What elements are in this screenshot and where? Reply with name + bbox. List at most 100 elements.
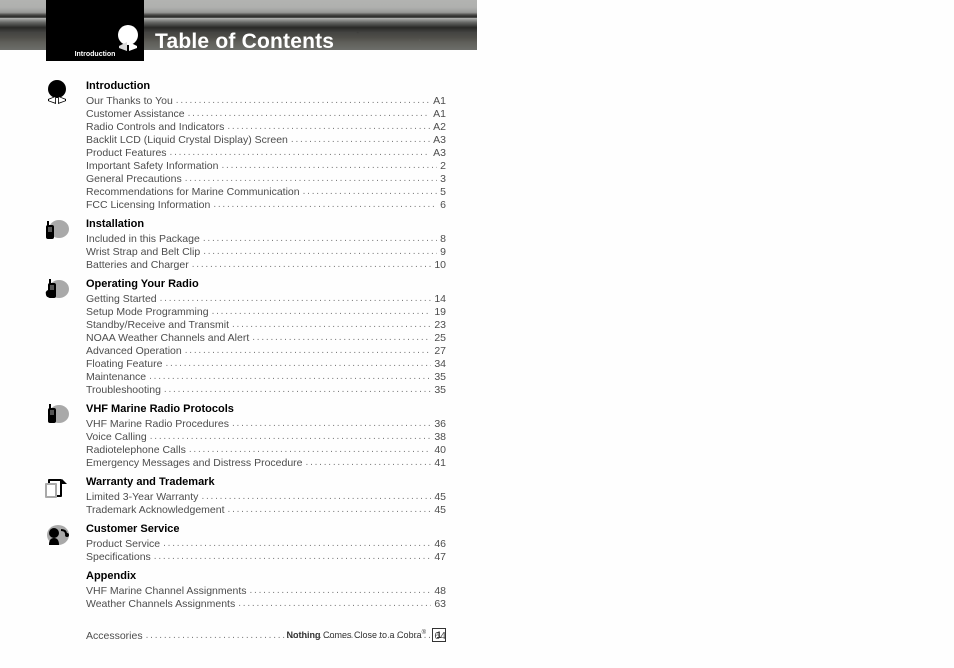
toc-section-body: Product Service46Specifications47	[86, 538, 446, 564]
toc-item-page: 35	[434, 384, 446, 397]
toc-item-page: 27	[434, 345, 446, 358]
toc-item-label: General Precautions	[86, 173, 182, 186]
footer-tagline-bold: Nothing	[287, 630, 321, 640]
toc-item-label: Weather Channels Assignments	[86, 598, 235, 611]
toc-item-label: FCC Licensing Information	[86, 199, 210, 212]
toc-item-page: 6	[440, 199, 446, 212]
toc-section-title: Installation	[86, 218, 446, 230]
toc-row: Troubleshooting 35	[86, 384, 446, 397]
radio-plain-icon	[43, 402, 77, 433]
toc-section-title: Appendix	[86, 570, 446, 582]
toc-row: Emergency Messages and Distress Procedur…	[86, 457, 446, 470]
toc-leader-dots	[201, 490, 431, 503]
toc-item-page: 48	[434, 585, 446, 598]
toc-item-label: Limited 3-Year Warranty	[86, 491, 198, 504]
toc-leader-dots	[238, 597, 431, 610]
book-icon	[43, 79, 77, 110]
section-tab-label: Introduction	[75, 51, 116, 58]
toc-leader-dots	[306, 456, 432, 469]
toc-item-page: 9	[440, 246, 446, 259]
toc-section: Operating Your Radio Getting Started14Set…	[46, 278, 446, 397]
toc-row: Batteries and Charger 10	[86, 259, 446, 272]
book-icon	[113, 24, 143, 57]
toc-leader-dots	[203, 245, 437, 258]
toc-leader-dots	[154, 550, 432, 563]
service-icon	[43, 522, 77, 553]
toc-row: Specifications47	[86, 551, 446, 564]
toc-leader-dots	[250, 584, 432, 597]
toc-item-page: 10	[434, 259, 446, 272]
toc-item-label: Standby/Receive and Transmit	[86, 319, 229, 332]
toc-item-label: Maintenance	[86, 371, 146, 384]
toc-leader-dots	[192, 258, 432, 271]
toc-item-label: Included in this Package	[86, 233, 200, 246]
toc-leader-dots	[221, 159, 437, 172]
toc-section-body: Included in this Package 8 Wrist Strap and…	[86, 233, 446, 272]
toc-item-label: Radio Controls and Indicators	[86, 121, 224, 134]
toc-item-page: 23	[434, 319, 446, 332]
toc-leader-dots	[227, 120, 430, 133]
toc-section-title: Introduction	[86, 80, 446, 92]
toc-item-label: Our Thanks to You	[86, 95, 173, 108]
toc-section-title: VHF Marine Radio Protocols	[86, 403, 446, 415]
toc-row: Weather Channels Assignments63	[86, 598, 446, 611]
toc-item-page: 3	[440, 173, 446, 186]
toc-item-page: 40	[434, 444, 446, 457]
toc-section: Appendix VHF Marine Channel Assignments 48…	[46, 570, 446, 611]
toc-leader-dots	[252, 331, 431, 344]
toc-leader-dots	[165, 357, 431, 370]
toc-item-label: Wrist Strap and Belt Clip	[86, 246, 200, 259]
toc-item-label: Trademark Acknowledgement	[86, 504, 225, 517]
toc-section: VHF Marine Radio ProtocolsVHF Marine Rad…	[46, 403, 446, 470]
toc-item-page: 5	[440, 186, 446, 199]
toc-item-page: 46	[434, 538, 446, 551]
toc-leader-dots	[185, 344, 432, 357]
toc-item-page: 19	[434, 306, 446, 319]
toc-content: Introduction Our Thanks to You A1 Customer …	[46, 80, 446, 649]
toc-item-page: 8	[440, 233, 446, 246]
toc-item-page: 14	[434, 293, 446, 306]
toc-item-page: 36	[434, 418, 446, 431]
toc-leader-dots	[203, 232, 437, 245]
toc-section-body: Limited 3-Year Warranty45Trademark Ackno…	[86, 491, 446, 517]
toc-item-label: Radiotelephone Calls	[86, 444, 186, 457]
toc-section-body: Our Thanks to YouA1Customer AssistanceA1…	[86, 95, 446, 212]
toc-section-title: Warranty and Trademark	[86, 476, 446, 488]
toc-leader-dots	[228, 503, 432, 516]
toc-leader-dots	[189, 443, 431, 456]
toc-item-page: 38	[434, 431, 446, 444]
toc-leader-dots	[232, 417, 431, 430]
toc-item-label: Troubleshooting	[86, 384, 161, 397]
toc-section-body: Getting Started14Setup Mode Programming1…	[86, 293, 446, 397]
toc-item-label: Specifications	[86, 551, 151, 564]
toc-section: IntroductionOur Thanks to YouA1Customer …	[46, 80, 446, 212]
toc-leader-dots	[212, 305, 432, 318]
toc-leader-dots	[303, 185, 438, 198]
toc-row: FCC Licensing Information 6	[86, 199, 446, 212]
footer-tagline: Nothing Comes Close to a Cobra®	[287, 630, 426, 640]
toc-leader-dots	[188, 107, 431, 120]
page-title: Table of Contents	[155, 30, 334, 54]
toc-leader-dots	[176, 94, 430, 107]
toc-item-page: 34	[434, 358, 446, 371]
toc-row: Trademark Acknowledgement45	[86, 504, 446, 517]
toc-item-label: Batteries and Charger	[86, 259, 189, 272]
toc-section: Installation Included in this Package 8 Wri…	[46, 218, 446, 272]
toc-leader-dots	[160, 292, 432, 305]
toc-section-title: Operating Your Radio	[86, 278, 446, 290]
toc-item-page: A2	[433, 121, 446, 134]
toc-item-page: A1	[433, 108, 446, 121]
toc-item-page: 45	[434, 491, 446, 504]
toc-leader-dots	[149, 370, 431, 383]
toc-item-page: A3	[433, 134, 446, 147]
toc-section: Warranty and Trademark Limited 3-Year War…	[46, 476, 446, 517]
doc-icon	[43, 475, 77, 506]
toc-section-title: Customer Service	[86, 523, 446, 535]
toc-item-page: 25	[434, 332, 446, 345]
radio-left-icon	[43, 217, 77, 248]
toc-leader-dots	[185, 172, 437, 185]
toc-item-label: VHF Marine Channel Assignments	[86, 585, 247, 598]
toc-leader-dots	[163, 537, 431, 550]
toc-leader-dots	[232, 318, 431, 331]
toc-item-page: 35	[434, 371, 446, 384]
